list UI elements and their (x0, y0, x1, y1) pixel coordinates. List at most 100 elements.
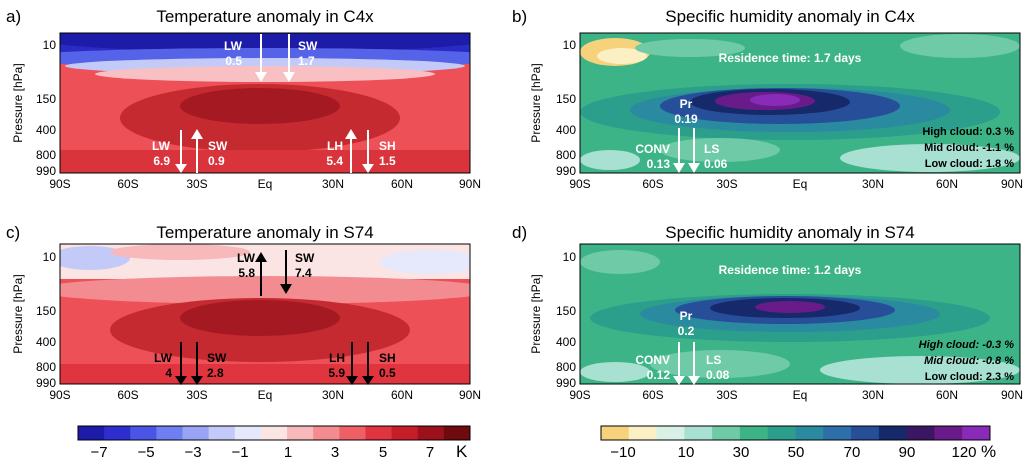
colorbar-swatch (287, 426, 314, 440)
x-tick-label: 60N (391, 388, 413, 402)
y-tick-label: 800 (36, 148, 56, 162)
flux-label: SW (295, 251, 315, 265)
cloud-stat-high: High cloud: -0.3 % (919, 339, 1015, 351)
flux-arrow-lh: LH 5.9 (328, 342, 358, 385)
flux-label: SH (379, 139, 396, 153)
flux-label: LW (224, 39, 243, 53)
flux-annotations: Pr 0.19 CONV 0.13 LS 0.06 (635, 97, 728, 173)
flux-value: 0.2 (678, 324, 695, 338)
y-tick-label: 150 (556, 304, 576, 318)
y-axis-label: Pressure [hPa] (529, 63, 543, 142)
x-tick-label: 30S (716, 177, 737, 191)
flux-value: 0.5 (225, 54, 242, 68)
colorbar-swatch (962, 426, 991, 440)
x-tick-label: Eq (793, 177, 808, 191)
flux-label: LW (237, 251, 256, 265)
y-axis-label: Pressure [hPa] (529, 274, 543, 353)
y-ticks: 10 150 400 800 990 (556, 38, 576, 178)
flux-value: 7.4 (295, 266, 312, 280)
colorbar-swatch (417, 426, 445, 440)
x-ticks: 90S 60S 30S Eq 30N 60N 90N (49, 388, 481, 402)
y-tick-label: 10 (563, 38, 577, 52)
flux-annotations: Pr 0.2 CONV 0.12 LS 0.08 (635, 309, 730, 385)
x-tick-label: 90N (459, 388, 481, 402)
heatmap-field (580, 244, 1020, 384)
cloud-stat-high: High cloud: 0.3 % (922, 126, 1014, 138)
colorbar-swatch (104, 426, 131, 440)
y-ticks: 10 150 400 800 990 (556, 250, 576, 390)
y-tick-label: 400 (556, 123, 576, 137)
flux-pr: Pr 0.19 (674, 97, 698, 126)
flux-arrow-ls: LS 0.08 (688, 342, 730, 385)
flux-arrow-lw-bottom: LW 4 (154, 342, 187, 385)
colorbar-swatch (934, 426, 963, 440)
panel-d: d) Specific humidity anomaly in S74 Pres… (512, 223, 1023, 402)
panel-label: d) (512, 223, 527, 242)
colorbar-swatch (130, 426, 157, 440)
flux-value: 0.5 (379, 366, 396, 380)
flux-value: 4 (165, 366, 172, 380)
y-tick-label: 990 (556, 164, 576, 178)
colorbar-swatch (208, 426, 236, 440)
flux-value: 0.08 (706, 368, 730, 382)
y-tick-label: 10 (43, 38, 57, 52)
cloud-stat-mid: Mid cloud: -0.8 % (924, 355, 1014, 367)
y-tick-label: 150 (556, 92, 576, 106)
y-tick-label: 990 (36, 164, 56, 178)
flux-arrow-lw-bottom: LW 6.9 (152, 130, 187, 173)
panel-title: Specific humidity anomaly in S74 (665, 223, 914, 242)
residence-time: Residence time: 1.7 days (719, 51, 862, 65)
x-tick-label: 60S (642, 388, 663, 402)
x-tick-label: 30S (716, 388, 737, 402)
flux-arrow-conv: CONV 0.12 (635, 342, 685, 385)
x-tick-label: 60S (117, 388, 138, 402)
y-tick-label: 10 (43, 250, 57, 264)
flux-label: LS (706, 353, 721, 367)
y-tick-label: 990 (36, 376, 56, 390)
cloud-stat-mid: Mid cloud: -1.1 % (924, 142, 1014, 154)
colorbar-tick-label: −10 (610, 444, 635, 461)
y-ticks: 10 150 400 800 990 (36, 250, 56, 390)
flux-arrow-lw-top: LW 0.5 (224, 34, 267, 82)
flux-arrow-lw-top: LW 5.8 (237, 251, 267, 296)
flux-label: LS (704, 142, 719, 156)
panel-label: b) (512, 7, 527, 26)
flux-value: 0.06 (704, 157, 728, 171)
y-ticks: 10 150 400 800 990 (36, 38, 56, 178)
x-tick-label: 30S (186, 177, 207, 191)
flux-value: 6.9 (153, 154, 170, 168)
y-tick-label: 400 (36, 335, 56, 349)
flux-value: 2.8 (207, 366, 224, 380)
flux-value: 5.8 (238, 266, 255, 280)
colorbar-tick-label: 5 (379, 444, 387, 461)
colorbar-unit: K (456, 442, 468, 461)
y-axis-label: Pressure [hPa] (11, 63, 25, 142)
x-tick-label: Eq (258, 177, 273, 191)
panel-c: c) Temperature anomaly in S74 Pressure [… (6, 223, 481, 402)
flux-label: SW (208, 139, 228, 153)
x-tick-label: 30N (862, 177, 884, 191)
flux-label: SH (379, 351, 396, 365)
x-tick-label: 90N (1001, 388, 1023, 402)
x-tick-label: 60N (391, 177, 413, 191)
cloud-stats: High cloud: -0.3 % Mid cloud: -0.8 % Low… (919, 339, 1015, 383)
panel-b: b) Specific humidity anomaly in C4x Pres… (512, 7, 1023, 191)
colorbar-swatch (823, 426, 852, 440)
flux-arrow-sh: SH 1.5 (362, 130, 396, 173)
flux-arrow-sw-bottom: SW 0.9 (191, 129, 228, 173)
flux-value: 1.7 (298, 54, 315, 68)
flux-value: 5.9 (328, 366, 345, 380)
panel-label: a) (6, 7, 21, 26)
colorbar-temperature: −7 −5 −3 −1 1 3 5 7 K (77, 425, 471, 461)
flux-value: 0.19 (674, 112, 698, 126)
x-tick-label: Eq (793, 388, 808, 402)
x-tick-label: 90N (459, 177, 481, 191)
x-tick-label: 90S (569, 388, 590, 402)
colorbar-tick-label: −7 (90, 444, 107, 461)
flux-label: LW (152, 139, 171, 153)
y-tick-label: 990 (556, 376, 576, 390)
colorbar-swatch (767, 426, 796, 440)
colorbar-swatch (339, 426, 366, 440)
x-tick-label: 90N (1001, 177, 1023, 191)
colorbar-humidity: −10 10 30 50 70 90 120% (600, 425, 996, 461)
